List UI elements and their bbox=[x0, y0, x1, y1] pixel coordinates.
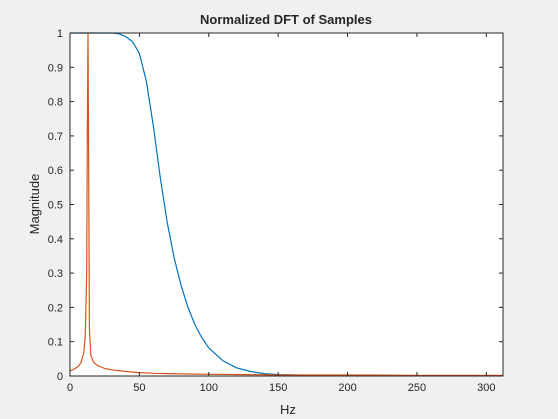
y-tick-label: 0.8 bbox=[48, 97, 63, 109]
x-tick-label: 200 bbox=[338, 382, 356, 394]
y-axis-label: Magnitude bbox=[27, 174, 42, 235]
y-tick-label: 0.2 bbox=[48, 302, 63, 314]
y-tick-label: 0.4 bbox=[48, 234, 63, 246]
x-tick-label: 100 bbox=[200, 382, 218, 394]
series-layer bbox=[69, 32, 503, 377]
x-tick-label: 150 bbox=[269, 382, 287, 394]
x-tick-label: 0 bbox=[67, 382, 73, 394]
y-tick-label: 0.3 bbox=[48, 268, 63, 280]
chart-title: Normalized DFT of Samples bbox=[200, 12, 372, 27]
y-tick-label: 0.1 bbox=[48, 337, 63, 349]
y-tick-label: 0.5 bbox=[48, 200, 63, 212]
y-tick-label: 0.6 bbox=[48, 165, 63, 177]
series-line-1 bbox=[70, 32, 503, 377]
y-tick-label: 0.7 bbox=[48, 131, 63, 143]
y-tick-label: 0 bbox=[57, 371, 63, 383]
series-line-2 bbox=[69, 32, 503, 376]
axes-box bbox=[69, 32, 504, 377]
ticks-layer: 0 50 100 150 200 250 300 0 0.1 0.2 0.3 0.4 0.5 0.6 0.7… bbox=[48, 28, 503, 394]
x-axis-label: Hz bbox=[280, 402, 296, 417]
y-tick-label: 1 bbox=[57, 28, 63, 40]
x-tick-label: 250 bbox=[408, 382, 426, 394]
x-tick-label: 300 bbox=[477, 382, 495, 394]
x-tick-label: 50 bbox=[133, 382, 145, 394]
axes-background bbox=[70, 33, 503, 376]
y-tick-label: 0.9 bbox=[48, 62, 63, 74]
